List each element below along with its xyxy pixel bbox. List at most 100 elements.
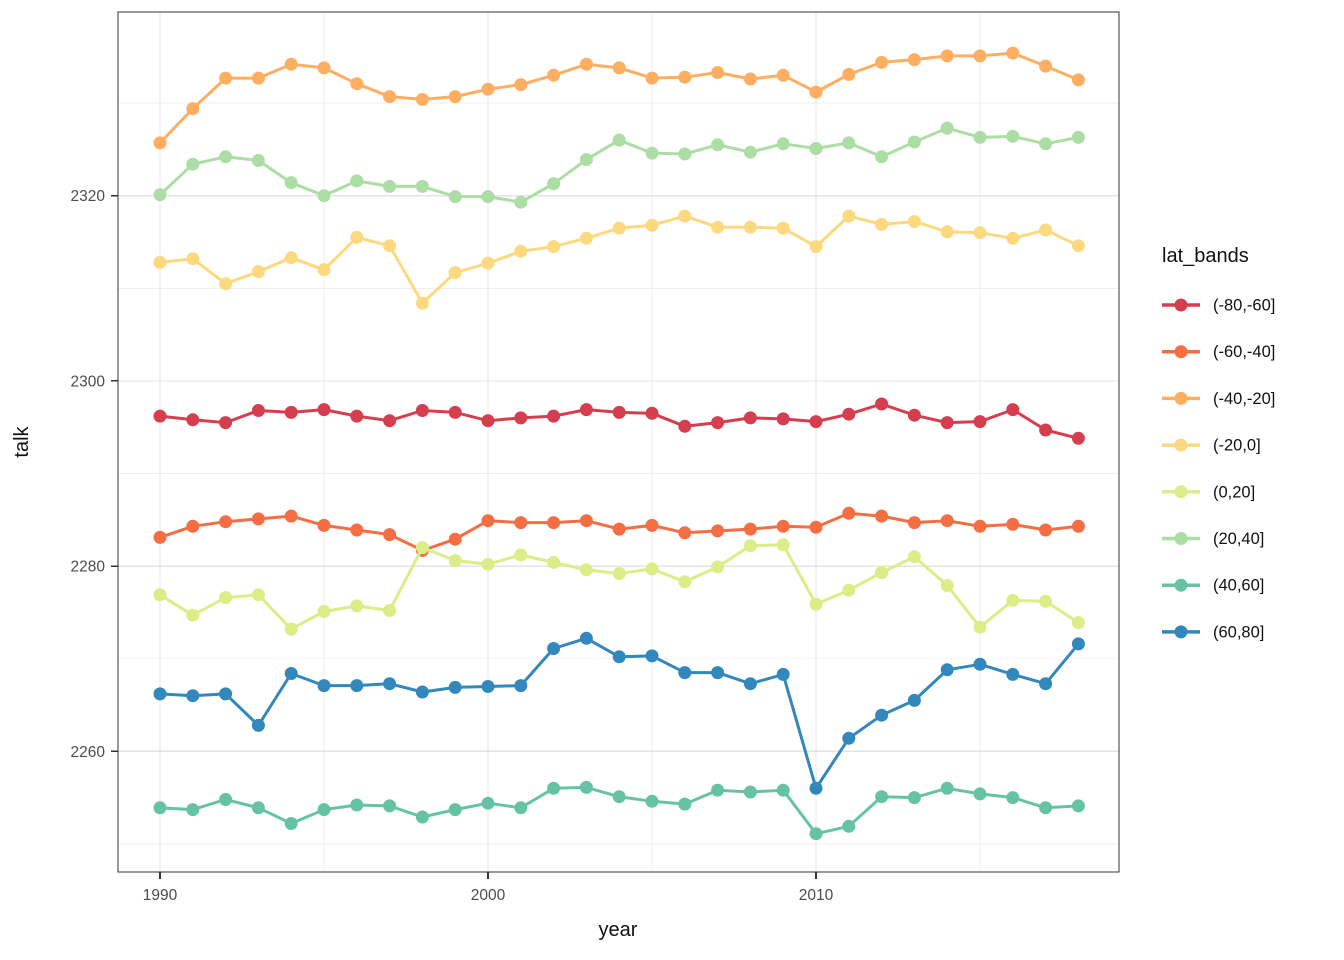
data-point [907,550,921,564]
data-point [383,604,397,617]
data-point [907,693,921,707]
x-tick-label: 2010 [799,887,834,904]
data-point [284,622,298,636]
data-point [612,133,626,147]
data-point [547,68,561,82]
data-point [842,209,856,223]
data-point [383,528,397,542]
data-point [251,512,265,526]
data-point [547,642,561,655]
data-point [1071,637,1085,651]
data-point [251,588,265,602]
data-point [907,135,921,149]
data-point [284,57,298,71]
data-point [186,608,200,622]
data-series [153,46,1085,841]
data-point [219,150,233,164]
data-point [743,220,757,234]
legend-label: (-20,0] [1213,437,1261,455]
data-point [350,409,364,423]
data-point [678,797,692,811]
legend-label: (40,60] [1213,577,1264,595]
data-point [415,810,429,824]
data-point [514,548,528,562]
data-point [645,562,659,576]
data-point [842,407,856,421]
data-point [481,796,495,810]
data-point [711,66,725,79]
data-point [448,532,462,546]
data-point [776,221,790,235]
data-point [219,515,233,529]
data-point [448,266,462,280]
data-point [1006,517,1020,531]
data-point [940,49,954,63]
data-point [875,509,889,523]
data-point [809,827,823,841]
data-point [415,92,429,106]
data-point [678,209,692,223]
data-point [612,61,626,75]
data-point [481,256,495,270]
data-point [219,71,233,85]
data-point [1039,523,1053,537]
legend-key-point [1174,625,1188,639]
data-point [711,783,725,797]
data-point [1071,616,1085,630]
data-point [842,506,856,520]
data-point [973,49,987,63]
data-point [973,787,987,801]
series-(-20,0] [153,209,1085,310]
data-point [1039,677,1053,691]
data-point [907,53,921,67]
data-point [645,146,659,160]
data-point [809,781,823,795]
data-point [448,680,462,694]
data-point [645,71,659,85]
data-point [284,667,298,680]
data-point [743,72,757,86]
y-tick-label: 2280 [71,559,106,576]
data-point [842,819,856,833]
data-point [1006,791,1020,805]
data-point [251,801,265,815]
data-point [350,230,364,244]
data-point [448,190,462,204]
data-point [1006,231,1020,245]
data-point [153,409,167,423]
y-tick-label: 2300 [71,373,106,390]
data-point [415,685,429,699]
data-point [645,518,659,532]
legend-label: (60,80] [1213,623,1264,641]
x-axis-title: year [599,919,638,941]
data-point [940,121,954,135]
data-point [678,419,692,433]
data-point [743,522,757,536]
data-point [809,85,823,99]
legend-key-point [1174,345,1188,359]
legend-key-point [1174,532,1188,545]
legend-entry-(-40,-20]: (-40,-20] [1162,390,1275,408]
data-point [350,679,364,693]
data-point [875,397,889,411]
data-point [1039,137,1053,151]
data-point [743,411,757,425]
data-point [317,605,331,618]
data-point [1071,431,1085,445]
series-(40,60] [153,780,1085,841]
data-point [579,153,593,167]
data-point [711,524,725,538]
data-point [317,189,331,203]
data-point [153,687,167,701]
data-point [350,174,364,188]
data-point [1039,594,1053,608]
data-point [1071,73,1085,87]
data-point [940,514,954,528]
data-point [186,689,200,703]
legend-title: lat_bands [1162,245,1249,267]
data-point [481,82,495,96]
data-point [383,799,397,813]
data-point [776,538,790,552]
data-point [612,567,626,580]
data-point [940,416,954,430]
